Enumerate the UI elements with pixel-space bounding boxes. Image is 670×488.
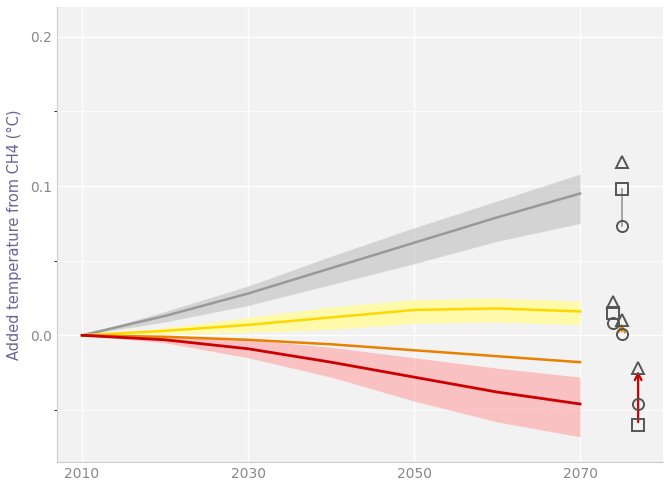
Y-axis label: Added temperature from CH4 (°C): Added temperature from CH4 (°C) [7, 109, 22, 360]
